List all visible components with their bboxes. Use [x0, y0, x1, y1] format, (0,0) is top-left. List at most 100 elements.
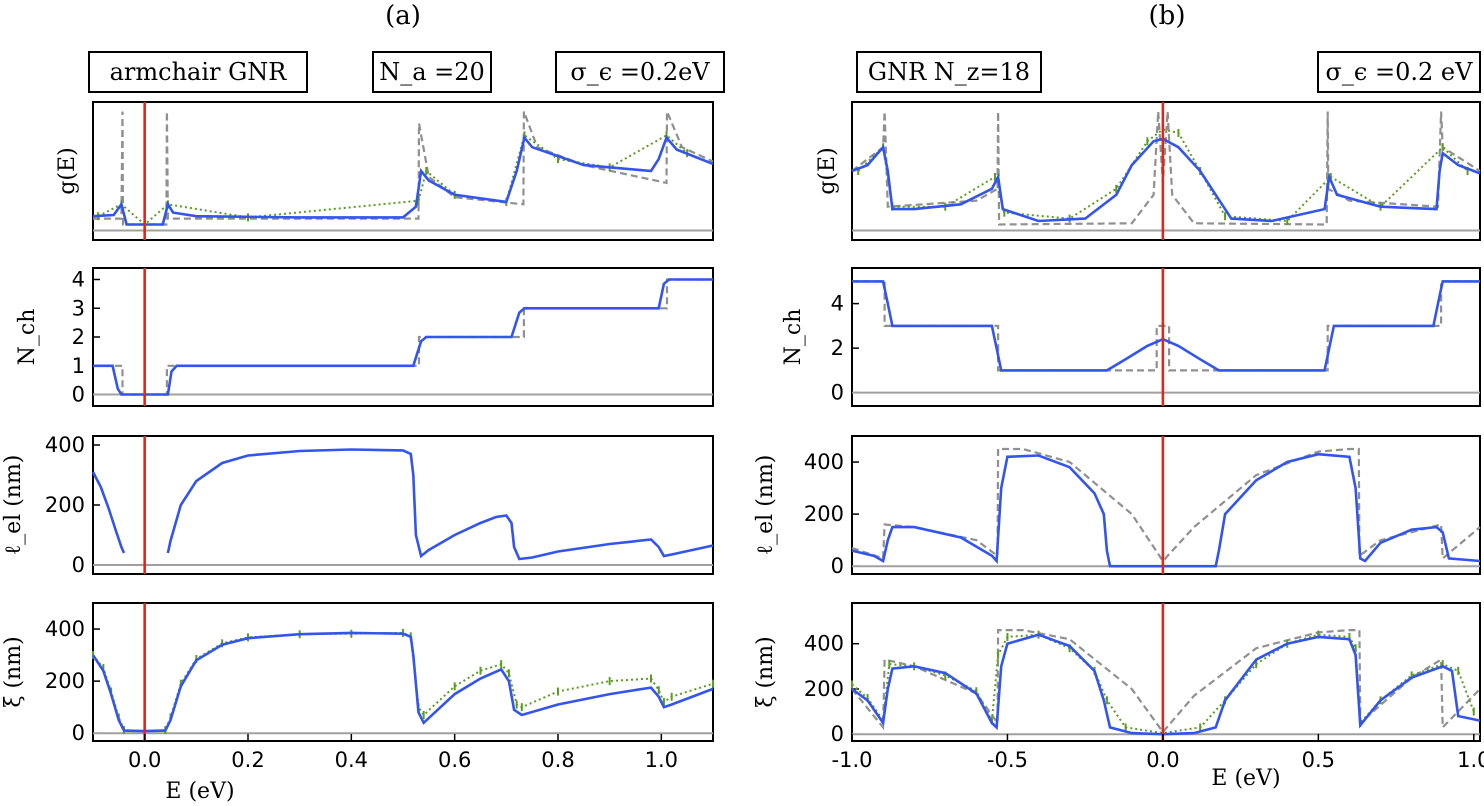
ytick-label-a-2-0: 0 [72, 553, 85, 577]
curves-b-2 [851, 436, 1481, 574]
box-nz-label: GNR N_z=18 [868, 58, 1030, 86]
panel-b-title: (b) [1149, 1, 1186, 31]
xtick-label-a-4: 0.8 [541, 748, 574, 772]
frame-a-2 [92, 435, 714, 575]
series-numerics-a-0 [97, 133, 688, 226]
series-full-a-3 [91, 631, 714, 733]
series-full-a-1 [93, 278, 713, 396]
ytick-label-a-1-1: 1 [72, 354, 85, 378]
curves-a-0 [92, 102, 714, 240]
yticks-a-3: 0 200 400 [45, 617, 100, 745]
ytick-label-b-3-0: 0 [831, 722, 844, 746]
panel-a-title: (a) [385, 1, 421, 31]
panel-b: (b) GNR N_z=18 σ_ϵ =0.2 eV g(E) N_ch 0 2 4… [753, 1, 1484, 791]
ytick-label-a-3-1: 200 [45, 669, 85, 693]
ytick-label-a-1-4: 4 [72, 268, 85, 292]
yticks-b-1: 0 2 4 [831, 292, 859, 405]
ytick-label-a-1-3: 3 [72, 296, 85, 320]
curves-a-2 [91, 436, 714, 574]
box-sigma-b [1317, 51, 1481, 93]
ylabel-a-3: ξ (nm) [1, 636, 26, 707]
ytick-label-a-2-1: 200 [45, 493, 85, 517]
curves-b-1 [852, 268, 1480, 406]
ylabel-b-3: ξ (nm) [753, 636, 778, 707]
series-full-b-0 [851, 137, 1481, 223]
yticks-b-2: 0 200 400 [804, 450, 859, 578]
xlabel-b: E (eV) [1211, 766, 1280, 791]
series-full-a-0 [92, 134, 714, 226]
box-nz [856, 51, 1042, 93]
curves-b-0 [851, 102, 1481, 240]
xtick-label-a-3: 0.6 [438, 748, 471, 772]
series-bare-a-1 [93, 278, 713, 396]
ytick-label-b-2-1: 200 [804, 502, 844, 526]
xtick-label-a-2: 0.4 [335, 748, 368, 772]
series-full-b-2 [851, 452, 1481, 568]
ylabel-b-0: g(E) [815, 147, 840, 194]
xtick-label-b-4: 1.0 [1457, 748, 1484, 772]
ytick-label-a-1-2: 2 [72, 325, 85, 349]
axes-b-2: ℓ_el (nm) 0 200 400 [753, 435, 1481, 578]
xticks-a: 0.0 0.2 0.4 0.6 0.8 1.0 [128, 734, 678, 772]
box-sigma-b-label: σ_ϵ =0.2 eV [1326, 58, 1474, 86]
curves-b-3 [851, 603, 1481, 741]
ytick-label-b-1-0: 0 [831, 381, 844, 405]
xtick-label-b-1: -0.5 [987, 748, 1028, 772]
yticks-a-2: 0 200 400 [45, 433, 100, 577]
ylabel-b-1: N_ch [781, 309, 806, 366]
ylabel-b-2: ℓ_el (nm) [753, 455, 778, 556]
ylabel-a-0: g(E) [55, 147, 80, 194]
ytick-label-a-1-0: 0 [72, 383, 85, 407]
xtick-label-a-0: 0.0 [128, 748, 161, 772]
axes-a-2: ℓ_el (nm) 0 200 400 [1, 433, 714, 577]
series-full-a-2 [166, 448, 714, 561]
ytick-label-b-3-1: 200 [804, 677, 844, 701]
box-armchair-label: armchair GNR [110, 58, 288, 86]
yticks-a-1: 0 1 2 3 4 [72, 268, 100, 407]
series-bare-b-3 [851, 628, 1481, 734]
axes-b-1: N_ch 0 2 4 [781, 267, 1481, 407]
ytick-label-b-1-2: 4 [831, 292, 844, 316]
box-na [372, 51, 492, 93]
axes-a-1: N_ch 0 1 2 3 4 [15, 267, 714, 407]
ytick-label-b-1-1: 2 [831, 336, 844, 360]
series-full-b-1 [852, 280, 1480, 372]
ylabel-a-2: ℓ_el (nm) [1, 455, 26, 556]
frame-a-3 [92, 602, 714, 742]
curves-a-1 [93, 268, 713, 406]
ytick-label-a-3-0: 0 [72, 721, 85, 745]
ytick-label-a-3-2: 400 [45, 617, 85, 641]
series-bare-b-2 [851, 447, 1481, 563]
series-numerics-a-3 [92, 631, 714, 733]
ytick-label-b-2-2: 400 [804, 450, 844, 474]
series-numerics-b-0 [857, 128, 1469, 223]
xtick-label-a-5: 1.0 [645, 748, 678, 772]
xtick-label-a-1: 0.2 [231, 748, 264, 772]
frame-b-3 [851, 602, 1481, 742]
yticks-b-3: 0 200 400 [804, 632, 859, 746]
frame-b-0 [851, 101, 1481, 241]
frame-a-0 [92, 101, 714, 241]
frame-a-1 [92, 267, 714, 407]
box-na-label: N_a =20 [379, 58, 485, 86]
xtick-label-b-0: -1.0 [832, 748, 873, 772]
axes-a-3: ξ (nm) 0 200 400 0.0 0.2 0.4 0.6 0.8 1.0 [1, 602, 714, 772]
xticks-b: -1.0 -0.5 0.0 0.5 1.0 [832, 734, 1484, 772]
panel-a: (a) armchair GNR N_a =20 σ_ϵ =0.2eV g(E)… [1, 1, 725, 804]
axes-b-3: ξ (nm) 0 200 400 -1.0 -0.5 0.0 0.5 1.0 [753, 602, 1484, 772]
series-full-b-3 [851, 633, 1481, 736]
curves-a-3 [91, 603, 714, 741]
frame-b-2 [851, 435, 1481, 575]
xtick-label-b-2: 0.0 [1146, 748, 1179, 772]
axes-a-0: g(E) [55, 101, 714, 241]
ytick-label-b-2-0: 0 [831, 554, 844, 578]
ylabel-a-1: N_ch [15, 309, 40, 366]
series-full-a-2 [91, 471, 126, 554]
box-sigma-a [555, 51, 725, 93]
ytick-label-b-3-2: 400 [804, 632, 844, 656]
axes-b-0: g(E) [815, 101, 1481, 241]
box-sigma-a-label: σ_ϵ =0.2eV [570, 58, 710, 86]
xtick-label-b-3: 0.5 [1302, 748, 1335, 772]
frame-b-1 [851, 267, 1481, 407]
